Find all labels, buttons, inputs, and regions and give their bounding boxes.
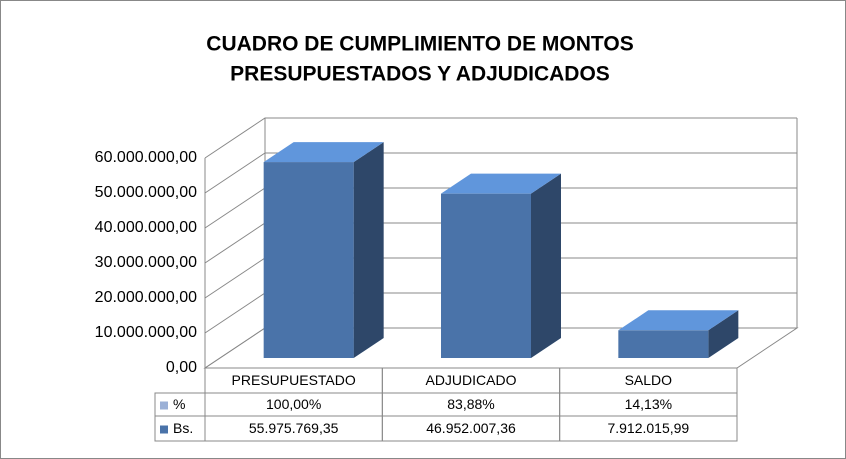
grid-line <box>204 152 797 194</box>
chart-title: PRESUPUESTADOS Y ADJUDICADOS <box>230 63 610 86</box>
y-tick-label: 50.000.000,00 <box>95 184 197 201</box>
legend-key <box>160 425 168 434</box>
data-label: 83,88% <box>447 396 494 412</box>
y-tick-label: 40.000.000,00 <box>95 219 197 236</box>
data-label: 55.975.769,35 <box>249 420 339 436</box>
bar-top <box>441 173 561 194</box>
data-label: 100,00% <box>266 396 321 412</box>
bar-top <box>618 310 739 331</box>
grid-line <box>204 117 797 159</box>
data-label: 14,13% <box>625 396 672 412</box>
x-tick-label: ADJUDICADO <box>425 372 516 388</box>
y-tick-label: 0,00 <box>166 359 197 376</box>
x-tick-label: PRESUPUESTADO <box>232 372 356 388</box>
y-tick-label: 10.000.000,00 <box>95 324 197 341</box>
x-tick-label: SALDO <box>625 372 673 388</box>
y-tick-label: 60.000.000,00 <box>95 149 197 166</box>
data-label: 46.952.007,36 <box>426 420 516 436</box>
bar-side <box>353 142 384 358</box>
bar-top <box>263 142 384 163</box>
legend-label: Bs. <box>173 420 193 436</box>
table-cell <box>559 415 738 442</box>
data-label: 7.912.015,99 <box>607 420 689 436</box>
legend-key <box>160 401 168 410</box>
y-tick-label: 20.000.000,00 <box>95 289 197 306</box>
chart-title: CUADRO DE CUMPLIMIENTO DE MONTOS <box>206 33 633 56</box>
bar <box>441 193 531 358</box>
legend-label: % <box>173 396 185 412</box>
bar <box>263 162 354 358</box>
bar-side <box>708 310 739 358</box>
bar-side <box>531 173 561 358</box>
y-tick-label: 30.000.000,00 <box>95 254 197 271</box>
bar <box>618 330 709 358</box>
